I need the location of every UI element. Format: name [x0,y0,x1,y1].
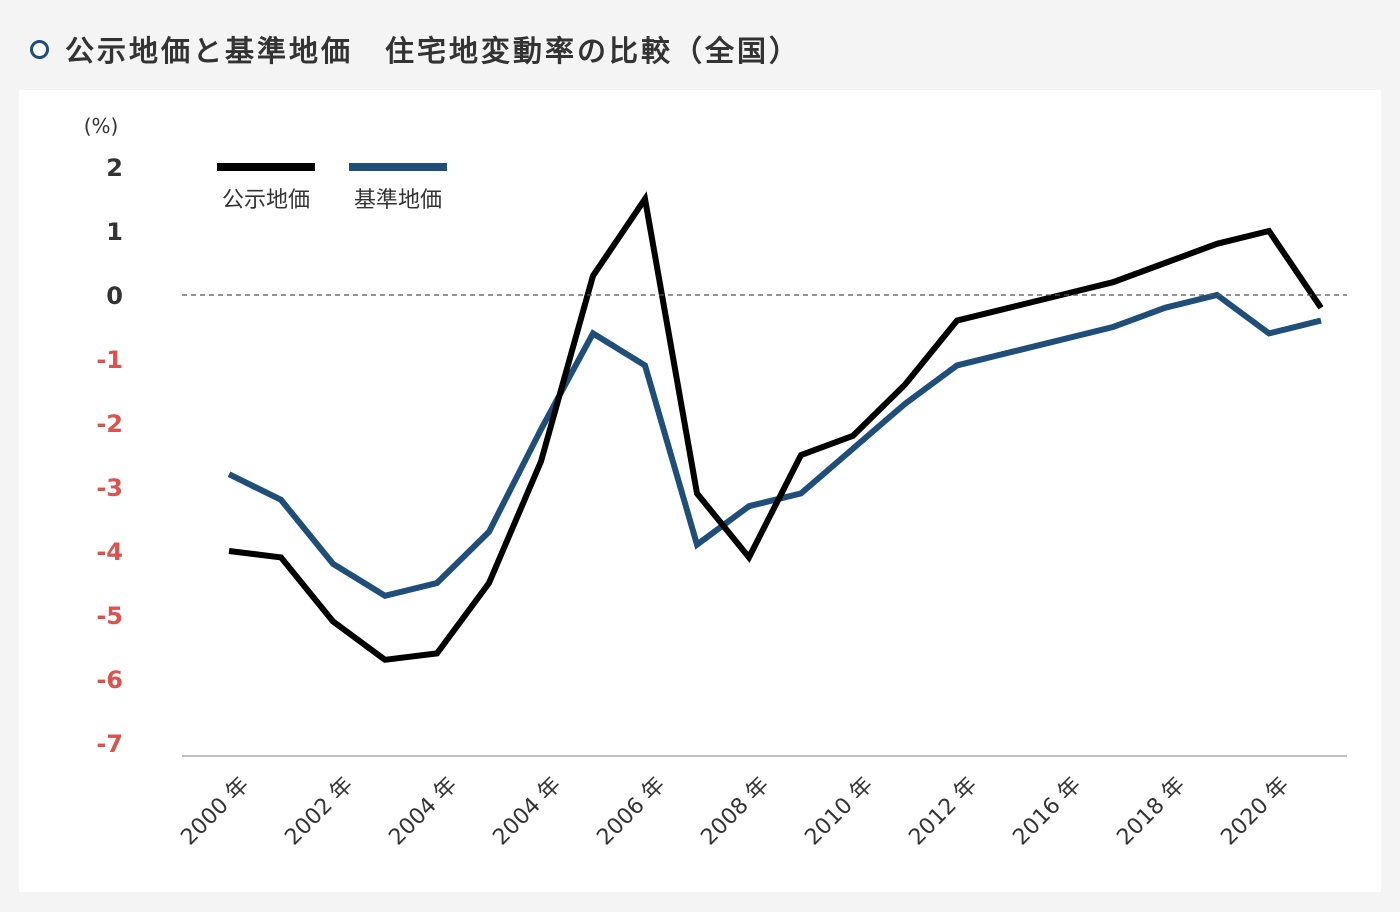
x-tick-label: 2004 年 [488,773,566,851]
x-tick-label: 2016 年 [1008,773,1086,851]
page-title: 公示地価と基準地価 住宅地変動率の比較（全国） [65,34,802,68]
y-tick-label: -6 [96,666,123,694]
x-tick-label: 2006 年 [592,773,670,851]
y-tick-label: 2 [106,154,123,182]
y-tick-label: 0 [106,282,123,310]
x-tick-label: 2010 年 [800,773,878,851]
y-tick-label: -2 [96,410,123,438]
y-tick-label: -1 [96,346,123,374]
page-header: 公示地価と基準地価 住宅地変動率の比較（全国） [30,24,801,74]
line-chart: (%) 2 1 0 -1 -2 -3 -4 -5 -6 -7 2000 年 2002 年 2004 年… [84,114,1347,851]
x-tick-label: 2008 年 [696,773,774,851]
y-axis-unit-label: (%) [84,114,119,138]
series-line [227,291,1322,600]
x-tick-label: 2004 年 [384,773,462,851]
y-tick-label: 1 [106,218,123,246]
series-line [228,191,1324,663]
x-tick-label: 2020 年 [1216,773,1294,851]
y-tick-label: -7 [96,730,123,758]
x-tick-label: 2000 年 [176,773,254,851]
chart-panel: (%) 2 1 0 -1 -2 -3 -4 -5 -6 -7 2000 年 2002 年 2004 年… [19,90,1381,892]
y-tick-label: -4 [96,538,123,566]
x-tick-label: 2012 年 [904,773,982,851]
circle-bullet-icon [30,39,49,59]
legend: 公示地価 基準地価 [217,163,447,213]
legend-label: 基準地価 [354,188,442,213]
y-tick-label: -3 [96,474,123,502]
legend-label: 公示地価 [222,188,310,213]
x-tick-label: 2018 年 [1112,773,1190,851]
y-tick-label: -5 [96,602,123,630]
x-tick-label: 2002 年 [280,773,358,851]
